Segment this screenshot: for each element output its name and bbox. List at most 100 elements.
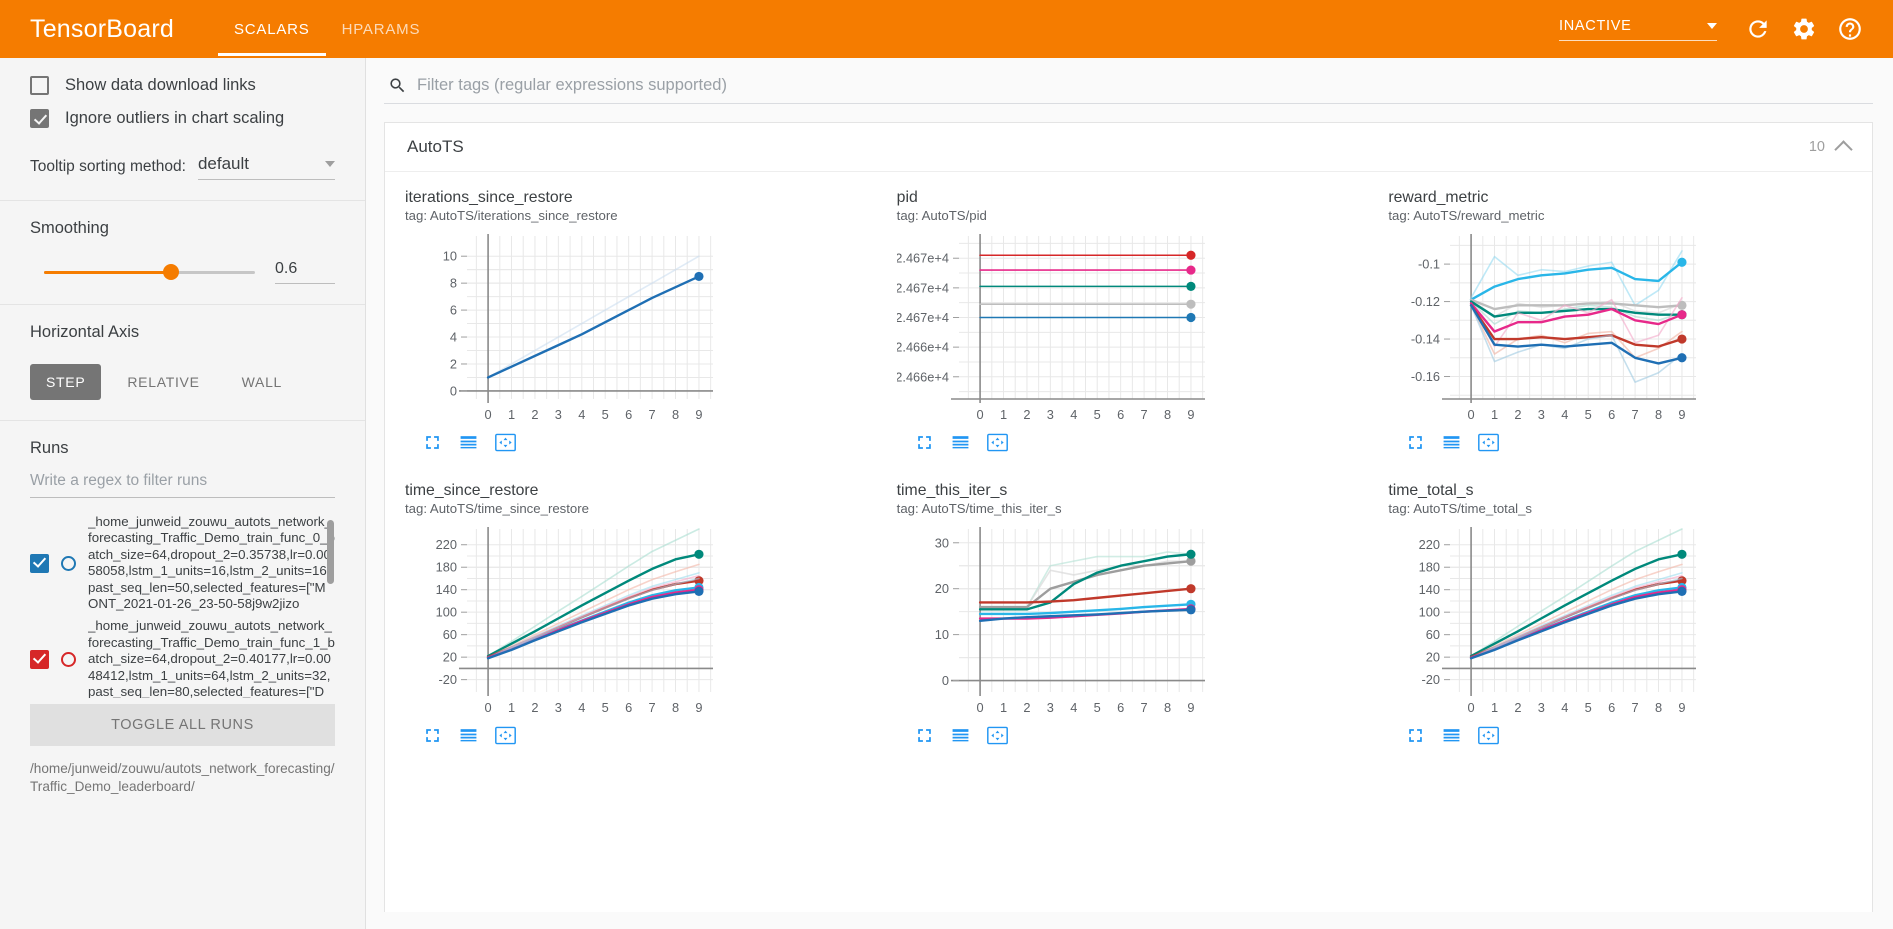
app-header: TensorBoard SCALARS HPARAMS INACTIVE <box>0 0 1893 58</box>
tag-group-header[interactable]: AutoTS 10 <box>385 123 1872 172</box>
chart-plot[interactable]: 0 10 20 30 0 1 2 3 4 5 6 7 8 9 <box>897 519 1361 724</box>
run-label: _home_junweid_zouwu_autots_network_forec… <box>88 618 335 698</box>
sidebar: Show data download links Ignore outliers… <box>0 58 366 929</box>
show-download-links-checkbox[interactable] <box>30 76 49 95</box>
svg-text:4: 4 <box>1562 700 1569 715</box>
fit-domain-icon[interactable] <box>495 726 516 745</box>
chart-plot[interactable]: -0.1 -0.12 -0.14 -0.16 0 1 2 3 4 5 6 7 8 9 <box>1388 226 1852 431</box>
data-series-icon[interactable] <box>951 726 970 745</box>
svg-text:1: 1 <box>1000 407 1007 422</box>
ignore-outliers-checkbox[interactable] <box>30 109 49 128</box>
run-checkbox[interactable] <box>30 649 49 669</box>
chart-title: time_this_iter_s <box>896 482 1008 499</box>
tab-hparams[interactable]: HPARAMS <box>341 21 421 38</box>
refresh-icon <box>1749 20 1767 38</box>
svg-text:2.467e+4: 2.467e+4 <box>897 280 949 295</box>
data-series-icon[interactable] <box>1442 433 1461 452</box>
run-color-dot[interactable] <box>61 555 76 571</box>
chart-plot[interactable]: -20 20 60 100 140 180 220 0 1 2 3 4 5 6 7 8 9 <box>405 519 869 724</box>
list-item[interactable]: _home_junweid_zouwu_autots_network_forec… <box>30 618 335 698</box>
chevron-up-icon[interactable] <box>1834 140 1853 159</box>
refresh-button[interactable] <box>1737 8 1779 50</box>
run-checkbox[interactable] <box>30 553 49 573</box>
smoothing-slider[interactable] <box>44 264 255 280</box>
tab-scalars[interactable]: SCALARS <box>217 2 326 56</box>
svg-text:0: 0 <box>976 407 983 422</box>
tag-group-title: AutoTS <box>407 137 464 156</box>
svg-text:1: 1 <box>508 407 515 422</box>
smoothing-title: Smoothing <box>30 219 109 237</box>
data-series-icon[interactable] <box>459 433 478 452</box>
svg-text:0: 0 <box>450 383 457 398</box>
data-series-icon[interactable] <box>951 433 970 452</box>
run-state-value: INACTIVE <box>1559 17 1632 34</box>
svg-text:-0.12: -0.12 <box>1411 294 1440 309</box>
chart-plot[interactable]: 0 2 4 6 8 10 0 1 2 3 4 5 6 7 8 9 <box>405 226 869 431</box>
data-series-icon[interactable] <box>1442 726 1461 745</box>
svg-text:140: 140 <box>1419 582 1440 597</box>
svg-text:6: 6 <box>1117 700 1124 715</box>
tooltip-sorting-select[interactable]: default <box>197 154 335 180</box>
svg-text:7: 7 <box>1140 700 1147 715</box>
tag-group-count: 10 <box>1808 139 1825 155</box>
svg-text:3: 3 <box>1046 407 1053 422</box>
fit-domain-icon[interactable] <box>986 433 1008 452</box>
svg-text:8: 8 <box>1655 407 1662 422</box>
tag-group-header-right: 10 <box>1808 138 1853 159</box>
chevron-down-icon <box>325 161 335 167</box>
svg-text:1: 1 <box>508 700 515 715</box>
data-series-icon[interactable] <box>459 726 478 745</box>
settings-button[interactable] <box>1783 8 1825 50</box>
run-state-dropdown[interactable]: INACTIVE <box>1559 18 1717 41</box>
runs-scrollbar[interactable] <box>327 520 334 584</box>
svg-text:0: 0 <box>485 407 492 422</box>
fit-domain-icon[interactable] <box>986 726 1008 745</box>
toggle-all-runs-button[interactable]: TOGGLE ALL RUNS <box>30 704 335 746</box>
runs-filter-input[interactable]: Write a regex to filter runs <box>30 472 335 498</box>
svg-text:2.466e+4: 2.466e+4 <box>897 369 949 384</box>
chart-time-since-restore: time_since_restore tag: AutoTS/time_since… <box>391 473 883 766</box>
fit-domain-icon[interactable] <box>1478 726 1500 745</box>
fit-domain-icon[interactable] <box>495 433 516 452</box>
tag-filter-bar[interactable]: Filter tags (regular expressions support… <box>384 76 1873 104</box>
svg-text:7: 7 <box>649 700 656 715</box>
horizontal-axis-options: STEP RELATIVE WALL <box>30 364 335 400</box>
axis-option-relative[interactable]: RELATIVE <box>127 374 200 390</box>
expand-icon[interactable] <box>915 726 934 745</box>
smoothing-value[interactable]: 0.6 <box>275 260 335 284</box>
horizontal-axis-section: Horizontal Axis STEP RELATIVE WALL <box>0 305 365 421</box>
run-color-dot[interactable] <box>61 651 76 667</box>
svg-text:3: 3 <box>1538 407 1545 422</box>
expand-icon[interactable] <box>423 726 442 745</box>
expand-icon[interactable] <box>1406 726 1425 745</box>
smoothing-slider-knob[interactable] <box>162 264 179 280</box>
svg-text:2: 2 <box>531 407 538 422</box>
svg-text:20: 20 <box>443 650 457 665</box>
svg-text:4: 4 <box>578 407 585 422</box>
svg-text:5: 5 <box>1093 700 1100 715</box>
svg-text:2: 2 <box>1023 700 1030 715</box>
axis-option-wall[interactable]: WALL <box>241 374 283 390</box>
svg-text:6: 6 <box>1117 407 1124 422</box>
list-item[interactable]: _home_junweid_zouwu_autots_network_forec… <box>30 514 335 612</box>
fit-domain-icon[interactable] <box>1478 433 1500 452</box>
svg-text:100: 100 <box>1419 605 1440 620</box>
svg-text:-20: -20 <box>439 672 458 687</box>
expand-icon[interactable] <box>915 433 934 452</box>
svg-text:5: 5 <box>1093 407 1100 422</box>
ignore-outliers-row[interactable]: Ignore outliers in chart scaling <box>30 109 335 128</box>
axis-option-step[interactable]: STEP <box>30 364 102 400</box>
tag-filter-input[interactable]: Filter tags (regular expressions support… <box>417 76 727 94</box>
chart-plot[interactable]: -20 20 60 100 140 180 220 0 1 2 3 4 5 6 7 8 9 <box>1388 519 1852 724</box>
help-button[interactable] <box>1829 8 1871 50</box>
expand-icon[interactable] <box>1406 433 1425 452</box>
show-download-links-row[interactable]: Show data download links <box>30 76 335 95</box>
runs-list[interactable]: _home_junweid_zouwu_autots_network_forec… <box>30 506 335 698</box>
svg-text:1: 1 <box>1000 700 1007 715</box>
svg-text:9: 9 <box>1679 407 1686 422</box>
svg-text:20: 20 <box>1426 650 1440 665</box>
chart-plot[interactable]: 2.467e+4 2.467e+4 2.467e+4 2.466e+4 2.466e+4… <box>897 226 1361 431</box>
chart-title: time_total_s <box>1388 482 1474 499</box>
expand-icon[interactable] <box>423 433 442 452</box>
chart-time-this-iter-s: time_this_iter_s tag: AutoTS/time_this_it… <box>883 473 1375 766</box>
